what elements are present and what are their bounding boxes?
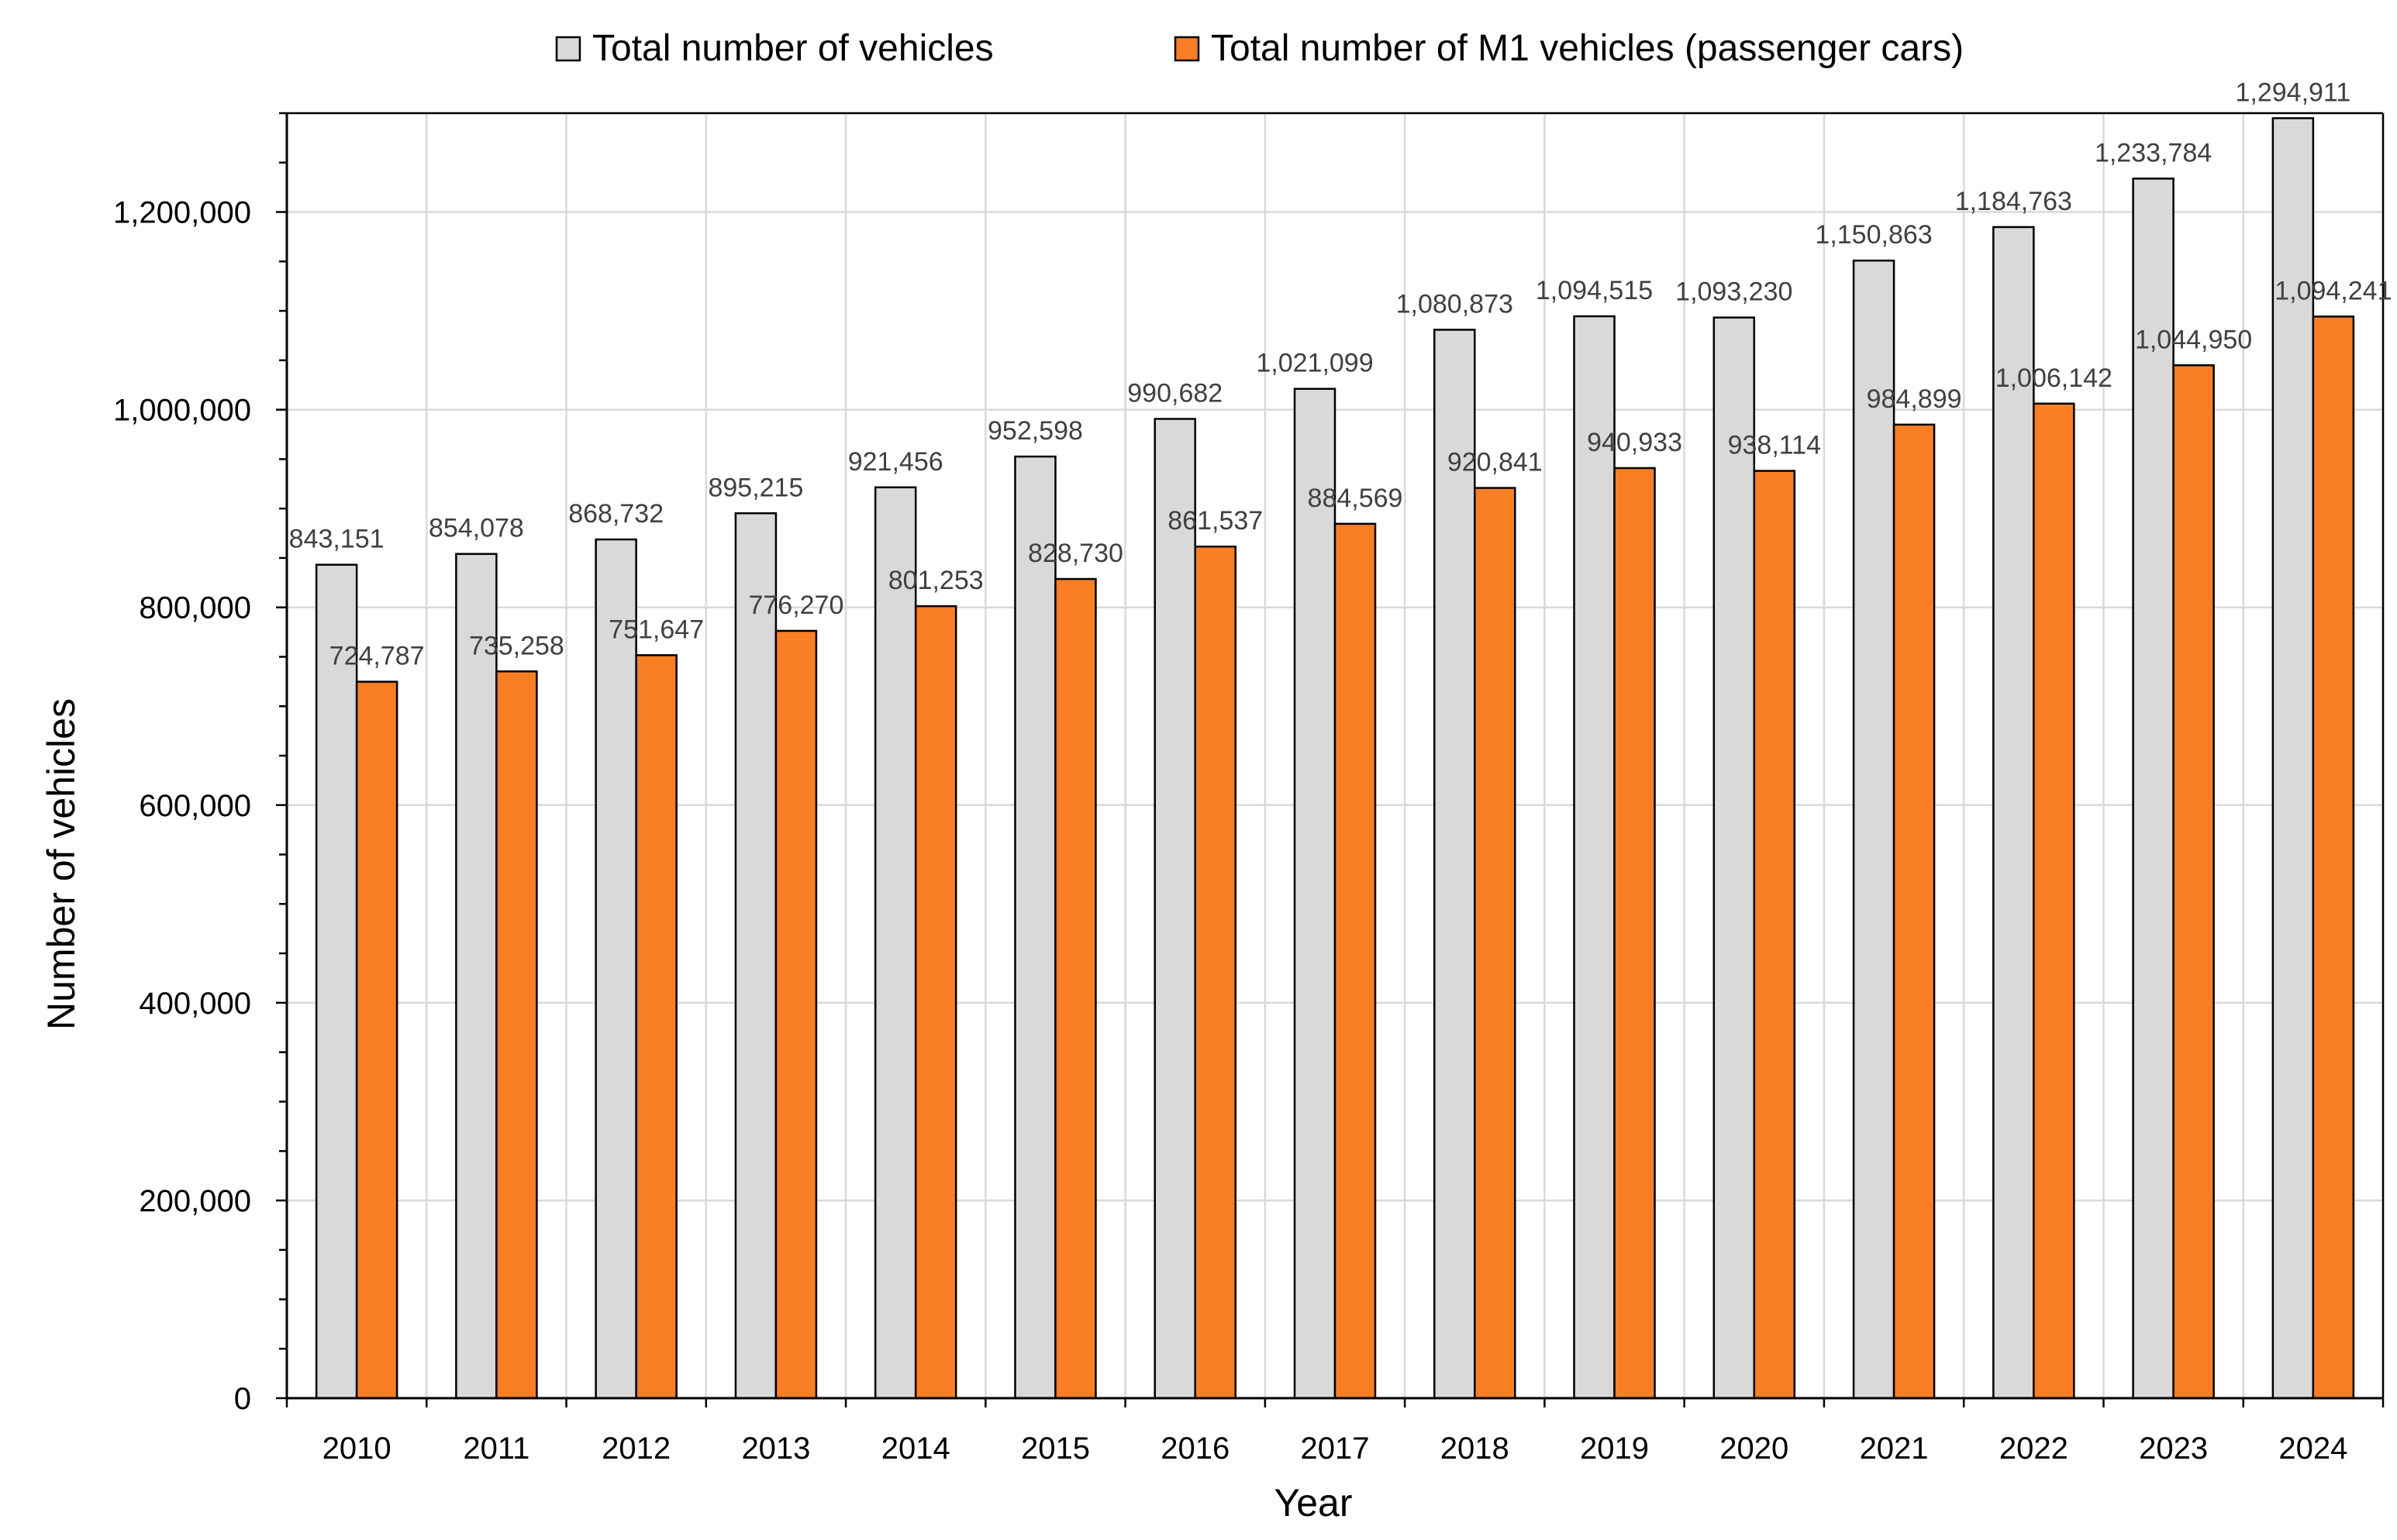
- m1-vehicles-bar: [1054, 577, 1097, 1400]
- m1-vehicles-data-label: 884,569: [1308, 484, 1403, 513]
- m1-vehicles-bar: [635, 654, 678, 1400]
- m1-vehicles-bar: [495, 670, 538, 1400]
- m1-vehicles-data-label: 724,787: [329, 642, 425, 671]
- y-tick-label: 600,000: [139, 789, 251, 823]
- total-vehicles-data-label: 1,150,863: [1815, 220, 1932, 250]
- m1-vehicles-bar: [355, 680, 398, 1400]
- x-tick-label: 2017: [1301, 1431, 1370, 1466]
- total-vehicles-data-label: 1,080,873: [1396, 289, 1513, 319]
- total-vehicles-bar: [1154, 418, 1196, 1400]
- y-tick-label: 200,000: [139, 1184, 251, 1218]
- x-tick-label: 2022: [1999, 1431, 2068, 1466]
- total-vehicles-data-label: 952,598: [988, 416, 1083, 446]
- legend-label-m1: Total number of M1 vehicles (passenger c…: [1211, 28, 1964, 69]
- data-labels: 843,151 854,078 868,732 895,215 921,456 952,5…: [289, 78, 2392, 670]
- total-vehicles-data-label: 990,682: [1127, 378, 1223, 408]
- m1-vehicles-bar: [2033, 402, 2075, 1400]
- total-vehicles-bar: [734, 512, 778, 1400]
- y-tick-label: 400,000: [139, 987, 251, 1021]
- total-vehicles-bar: [1992, 226, 2035, 1400]
- m1-vehicles-data-label: 1,094,241: [2275, 276, 2392, 305]
- m1-vehicles-bar: [1474, 487, 1516, 1400]
- y-axis-title: Number of vehicles: [40, 698, 83, 1030]
- legend-item-m1: Total number of M1 vehicles (passenger c…: [1174, 28, 1964, 69]
- x-tick-label: 2010: [322, 1431, 391, 1466]
- x-tick-label: 2014: [881, 1431, 950, 1466]
- total-vehicles-data-label: 854,078: [429, 514, 524, 543]
- legend-label-total: Total number of vehicles: [592, 28, 994, 69]
- x-tick-label: 2012: [602, 1431, 671, 1466]
- m1-vehicles-data-label: 828,730: [1028, 539, 1123, 568]
- total-vehicles-data-label: 843,151: [289, 525, 385, 554]
- total-vehicles-data-label: 1,184,763: [1955, 187, 2072, 216]
- m1-vehicles-data-label: 940,933: [1587, 428, 1682, 457]
- m1-vehicles-data-label: 735,258: [469, 631, 564, 660]
- x-tick-label: 2011: [463, 1431, 529, 1466]
- m1-vehicles-bar: [2172, 364, 2215, 1400]
- total-vehicles-bar: [1433, 329, 1476, 1400]
- total-vehicles-bar: [1852, 259, 1895, 1400]
- m1-vehicles-data-label: 984,899: [1867, 384, 1962, 414]
- total-vehicles-bar: [1573, 315, 1616, 1400]
- legend-swatch-m1: [1174, 36, 1200, 62]
- m1-vehicles-bar: [1892, 423, 1936, 1400]
- m1-vehicles-data-label: 776,270: [748, 591, 843, 620]
- x-tick-label: 2019: [1580, 1431, 1649, 1466]
- total-vehicles-bar: [1293, 388, 1336, 1400]
- total-vehicles-bar: [2271, 117, 2315, 1400]
- total-vehicles-data-label: 1,294,911: [2235, 78, 2350, 107]
- total-vehicles-bar: [1712, 316, 1756, 1400]
- axes: 0 200,000 400,000 600,000 800,000 1,000,000 1,…: [113, 112, 2385, 1466]
- x-tick-label: 2013: [741, 1431, 810, 1466]
- x-tick-label: 2018: [1440, 1431, 1509, 1466]
- total-vehicles-bar: [595, 538, 637, 1400]
- m1-vehicles-data-label: 920,841: [1447, 448, 1543, 477]
- total-vehicles-bar: [315, 563, 358, 1400]
- x-tick-label: 2024: [2278, 1431, 2347, 1466]
- total-vehicles-data-label: 1,233,784: [2095, 138, 2212, 167]
- x-tick-label: 2016: [1161, 1431, 1230, 1466]
- total-vehicles-data-label: 1,021,099: [1256, 349, 1373, 378]
- m1-vehicles-data-label: 801,253: [888, 566, 984, 595]
- y-tick-label: 1,200,000: [113, 196, 251, 230]
- m1-vehicles-bar: [2312, 315, 2355, 1400]
- m1-vehicles-data-label: 1,006,142: [1995, 363, 2112, 393]
- total-vehicles-data-label: 1,093,230: [1675, 277, 1792, 307]
- legend-swatch-total: [555, 36, 581, 62]
- total-vehicles-bar: [455, 553, 498, 1400]
- total-vehicles-data-label: 1,094,515: [1536, 276, 1653, 305]
- x-tick-label: 2020: [1719, 1431, 1788, 1466]
- total-vehicles-data-label: 895,215: [708, 473, 803, 502]
- m1-vehicles-bar: [1613, 467, 1656, 1400]
- total-vehicles-data-label: 921,456: [848, 447, 943, 477]
- x-axis-title: Year: [1274, 1481, 1352, 1524]
- total-vehicles-data-label: 868,732: [568, 499, 664, 529]
- m1-vehicles-bar: [914, 605, 957, 1400]
- x-tick-label: 2023: [2139, 1431, 2208, 1466]
- m1-vehicles-bar: [1194, 545, 1236, 1400]
- m1-vehicles-data-label: 1,044,950: [2135, 325, 2252, 354]
- legend-item-total: Total number of vehicles: [555, 28, 994, 69]
- total-vehicles-bar: [1014, 455, 1057, 1400]
- m1-vehicles-bar: [1333, 522, 1377, 1400]
- y-tick-label: 0: [234, 1382, 251, 1416]
- y-tick-label: 800,000: [139, 591, 251, 625]
- total-vehicles-bar: [874, 486, 917, 1400]
- m1-vehicles-data-label: 751,647: [609, 615, 704, 644]
- m1-vehicles-bar: [774, 629, 818, 1400]
- bars: [315, 117, 2355, 1400]
- legend: Total number of vehicles Total number of …: [555, 28, 1964, 69]
- total-vehicles-bar: [2132, 177, 2175, 1400]
- m1-vehicles-bar: [1753, 470, 1796, 1400]
- y-tick-label: 1,000,000: [113, 394, 251, 428]
- x-tick-label: 2015: [1021, 1431, 1090, 1466]
- m1-vehicles-data-label: 938,114: [1728, 431, 1821, 460]
- x-tick-label: 2021: [1860, 1431, 1929, 1466]
- m1-vehicles-data-label: 861,537: [1167, 506, 1263, 536]
